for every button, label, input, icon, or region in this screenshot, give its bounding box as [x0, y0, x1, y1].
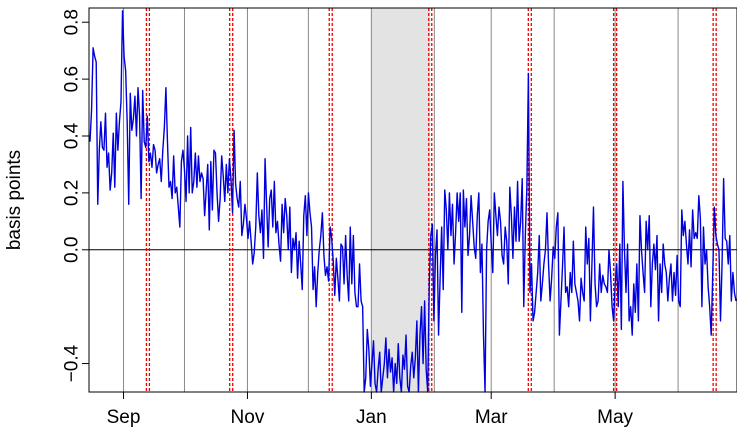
y-tick-label: 0.0 [62, 237, 83, 263]
y-tick-label: 0.8 [62, 9, 83, 35]
y-tick-label: 0.6 [62, 66, 83, 92]
x-tick-label: Jan [356, 407, 387, 428]
x-tick-label: Nov [231, 407, 265, 428]
shaded-region-layer [371, 8, 431, 392]
series-layer [89, 10, 737, 393]
month-lines-layer [89, 8, 737, 392]
shaded-region [371, 8, 431, 392]
x-tick-label: May [597, 407, 633, 428]
x-axis: Sep Nov Jan Mar May [107, 392, 634, 428]
y-tick-label: 0.2 [62, 180, 83, 206]
y-tick-label: 0.4 [62, 122, 83, 149]
plot-frame [88, 7, 737, 393]
x-tick-label: Sep [107, 407, 141, 428]
y-axis: −0.4 0.0 0.2 0.4 0.6 0.8 [62, 9, 89, 382]
y-axis-title: basis points [4, 150, 25, 250]
y-tick-label: −0.4 [62, 344, 83, 382]
series-line [89, 10, 737, 393]
event-lines-layer [145, 8, 717, 392]
x-tick-label: Mar [475, 407, 508, 428]
